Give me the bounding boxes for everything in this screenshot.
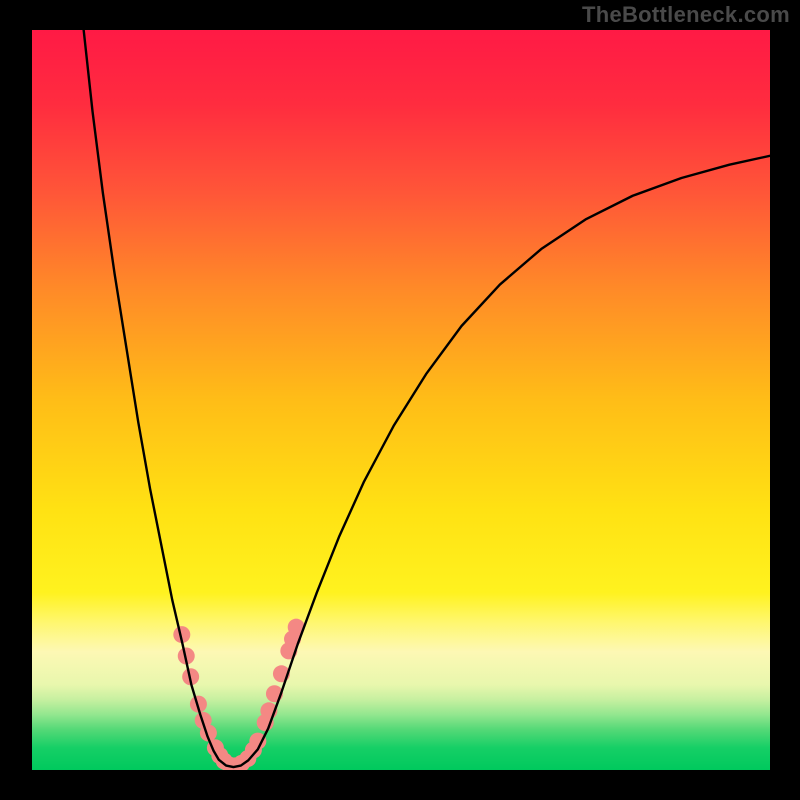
curve-overlay	[32, 30, 770, 770]
plot-frame	[32, 30, 770, 770]
chart-root: TheBottleneck.com	[0, 0, 800, 800]
watermark-text: TheBottleneck.com	[582, 2, 790, 28]
